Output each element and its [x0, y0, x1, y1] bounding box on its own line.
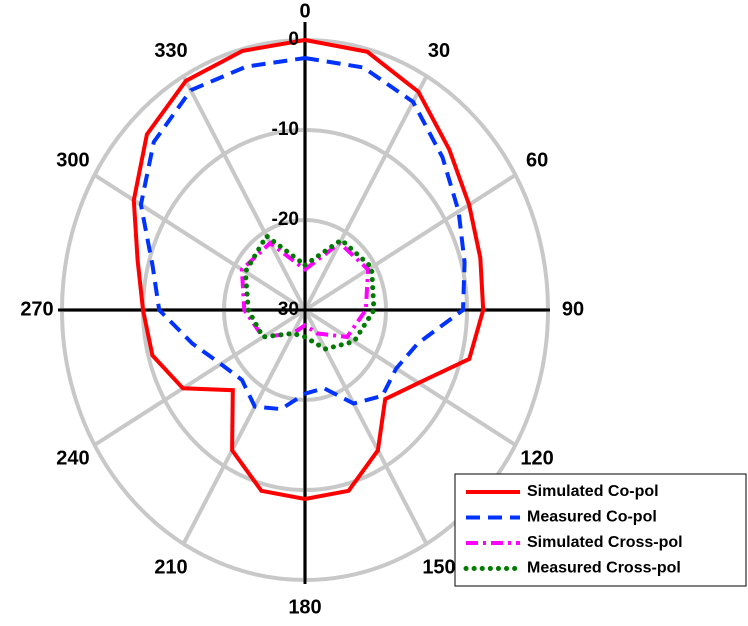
- grid-spoke: [303, 173, 517, 312]
- theta-tick-label: 90: [562, 298, 584, 320]
- theta-tick-label: 30: [428, 40, 450, 62]
- grid-spoke: [303, 309, 429, 545]
- legend-label: Measured Co-pol: [527, 509, 657, 526]
- r-tick-label: -10: [272, 119, 299, 140]
- axes: [58, 22, 550, 584]
- labels: -30 -20 -10 00 30 60 90 120 150 180 210 240 270 300 33…: [20, 0, 584, 618]
- r-tick-label: 0: [288, 29, 299, 50]
- series-line: [131, 37, 486, 502]
- series-line: [138, 55, 467, 412]
- legend-label: Simulated Co-pol: [527, 483, 659, 500]
- theta-tick-label: 270: [20, 298, 53, 320]
- theta-tick-label: 210: [154, 556, 187, 578]
- grid-spoke: [181, 309, 307, 545]
- theta-tick-label: 0: [299, 0, 310, 22]
- r-tick-label: -20: [272, 209, 299, 230]
- theta-tick-label: 240: [56, 447, 89, 469]
- lines: [131, 37, 486, 502]
- legend-label: Measured Cross-pol: [527, 560, 681, 577]
- grid-spoke: [303, 308, 517, 447]
- legend: Simulated Co-pol Measured Co-pol Simulated…: [454, 473, 747, 587]
- series-line: [239, 240, 371, 340]
- theta-tick-label: 150: [422, 556, 455, 578]
- r-tick-label: -30: [272, 299, 299, 320]
- theta-tick-label: 300: [56, 149, 89, 171]
- grid-spoke: [303, 75, 429, 311]
- grid-spoke: [181, 75, 307, 311]
- theta-tick-label: 120: [520, 447, 553, 469]
- theta-tick-label: 330: [154, 40, 187, 62]
- series-line: [242, 232, 377, 352]
- theta-tick-label: 60: [526, 149, 548, 171]
- grid-spoke: [93, 308, 307, 447]
- theta-tick-label: 180: [288, 596, 321, 618]
- grid-spoke: [93, 173, 307, 312]
- legend-label: Simulated Cross-pol: [527, 534, 683, 551]
